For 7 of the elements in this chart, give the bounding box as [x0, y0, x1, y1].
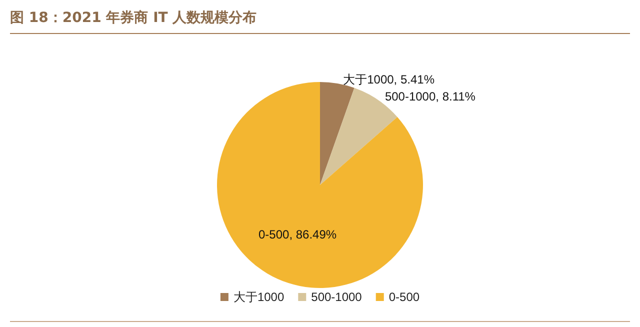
- legend-label: 大于1000: [233, 290, 284, 304]
- data-label: 500-1000, 8.11%: [384, 89, 476, 104]
- legend-label: 500-1000: [311, 290, 362, 304]
- data-label: 大于1000, 5.41%: [343, 72, 435, 87]
- legend-label: 0-500: [388, 290, 420, 304]
- chart-title: 图 18：2021 年券商 IT 人数规模分布: [10, 6, 630, 34]
- data-label: 0-500, 86.49%: [258, 228, 337, 242]
